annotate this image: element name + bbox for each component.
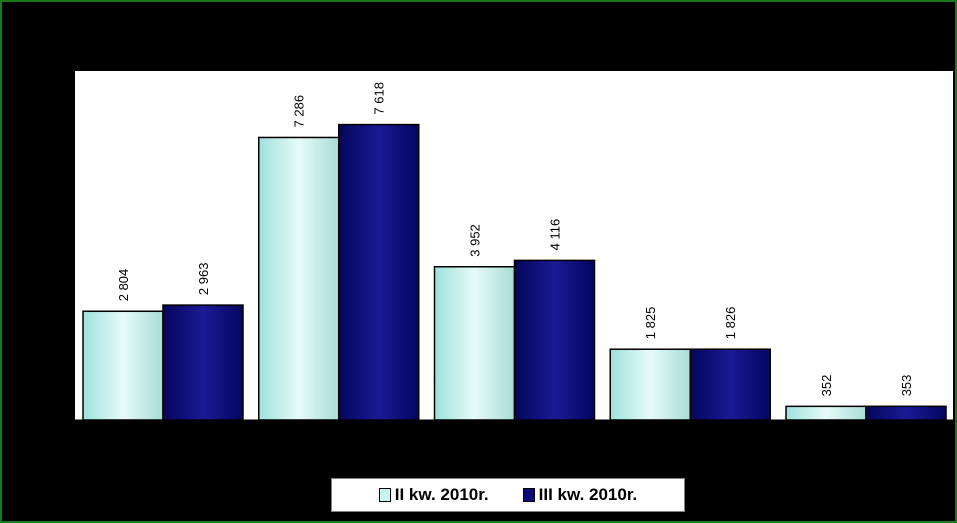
bar-s1-c2	[513, 259, 596, 421]
bar-s1-c1	[338, 123, 420, 421]
legend-label-series-1: III kw. 2010r.	[538, 485, 638, 504]
bar-s0-c0	[82, 310, 164, 421]
bars-layer	[82, 123, 947, 421]
data-label-s1-c4: 353	[899, 375, 914, 397]
data-label-s0-c3: 1 825	[643, 307, 658, 340]
legend-item-series-1: III kw. 2010r.	[522, 485, 638, 505]
legend-item-series-0: II kw. 2010r.	[378, 485, 489, 505]
data-label-s1-c2: 4 116	[548, 219, 563, 251]
data-label-s0-c1: 7 286	[292, 95, 307, 128]
legend-swatch-series-1	[522, 488, 535, 502]
legend: II kw. 2010r. III kw. 2010r.	[331, 478, 685, 512]
data-label-s1-c3: 1 826	[723, 307, 738, 340]
bar-s0-c4	[785, 405, 867, 421]
data-label-s1-c0: 2 963	[196, 263, 211, 296]
bar-s0-c2	[433, 266, 516, 421]
data-labels-layer: 2 804 2 963 7 286 7 618 3 952 4 116 1 825 1 826…	[116, 82, 914, 396]
bar-s1-c3	[689, 348, 771, 421]
bar-s1-c0	[162, 304, 244, 421]
data-label-s0-c0: 2 804	[116, 269, 131, 302]
legend-swatch-series-0	[378, 488, 391, 502]
data-label-s0-c4: 352	[819, 375, 834, 397]
data-label-s0-c2: 3 952	[468, 224, 483, 257]
legend-label-series-0: II kw. 2010r.	[394, 485, 489, 504]
bar-s0-c3	[609, 348, 691, 421]
bar-s0-c1	[258, 136, 340, 421]
bar-s1-c4	[865, 405, 947, 421]
data-label-s1-c1: 7 618	[372, 82, 387, 115]
